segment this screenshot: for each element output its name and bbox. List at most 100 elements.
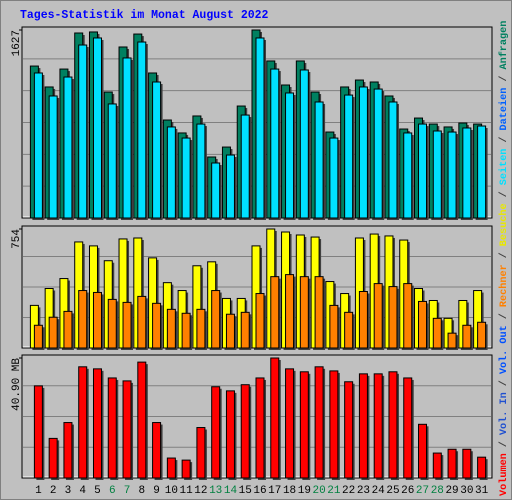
- legend-entry: Vol. In: [498, 392, 510, 435]
- bar: [388, 101, 398, 219]
- legend-separator: /: [498, 191, 510, 197]
- bar: [270, 357, 280, 479]
- bar: [63, 76, 73, 219]
- bar: [240, 311, 250, 349]
- x-tick-label: 18: [283, 485, 296, 497]
- y-tick-label: 40.90 MB: [11, 358, 23, 411]
- bar: [78, 290, 88, 349]
- x-tick-label: 22: [342, 485, 355, 497]
- bar: [48, 437, 58, 479]
- x-tick-label: 29: [445, 485, 458, 497]
- bar: [122, 380, 132, 479]
- x-tick-label: 26: [401, 485, 414, 497]
- bar: [358, 86, 368, 219]
- x-tick-label: 12: [194, 485, 207, 497]
- bar: [122, 301, 132, 349]
- bar: [418, 423, 428, 479]
- bar: [107, 377, 117, 479]
- bar: [211, 386, 221, 479]
- bar: [225, 154, 235, 219]
- x-tick-label: 5: [94, 485, 101, 497]
- x-tick-label: 21: [327, 485, 341, 497]
- x-tick-label: 9: [153, 485, 160, 497]
- bar: [48, 95, 58, 219]
- side-legend: Volumen / Vol. In / Vol. Out / Rechner / Besuche…: [498, 21, 510, 496]
- bar: [329, 137, 339, 219]
- bar: [447, 332, 457, 349]
- bar: [137, 41, 147, 219]
- x-tick-label: 3: [65, 485, 72, 497]
- x-tick-label: 25: [386, 485, 399, 497]
- bar: [432, 317, 442, 349]
- x-tick-label: 1: [35, 485, 42, 497]
- x-tick-label: 23: [357, 485, 370, 497]
- bar: [33, 385, 43, 479]
- bar: [166, 126, 176, 219]
- legend-separator: /: [498, 252, 510, 258]
- bar: [418, 123, 428, 219]
- chart-title: Tages-Statistik im Monat August 2022: [20, 9, 269, 22]
- bar: [211, 162, 221, 219]
- x-tick-label: 15: [239, 485, 252, 497]
- x-tick-label: 13: [209, 485, 222, 497]
- bar: [344, 94, 354, 219]
- bar: [255, 37, 265, 219]
- bar: [122, 57, 132, 219]
- bar: [240, 114, 250, 219]
- bar: [314, 366, 324, 479]
- bar: [329, 370, 339, 479]
- bar: [166, 308, 176, 349]
- bar: [33, 324, 43, 349]
- bar: [92, 368, 102, 479]
- bar: [462, 127, 472, 219]
- bar: [418, 300, 428, 349]
- bar: [181, 312, 191, 349]
- bar: [107, 103, 117, 219]
- bar: [373, 283, 383, 349]
- bar: [388, 286, 398, 349]
- bar: [358, 373, 368, 479]
- bar: [299, 371, 309, 479]
- bar: [152, 302, 162, 349]
- bar: [373, 373, 383, 479]
- legend-entry: Rechner: [498, 264, 510, 307]
- bar: [48, 316, 58, 349]
- bar: [432, 452, 442, 479]
- x-tick-label: 17: [268, 485, 281, 497]
- bar: [255, 377, 265, 479]
- legend-separator: /: [498, 76, 510, 82]
- bar: [285, 274, 295, 349]
- bar: [447, 131, 457, 219]
- x-tick-label: 20: [312, 485, 325, 497]
- legend-entry: Besuche: [498, 203, 510, 246]
- x-tick-label: 27: [416, 485, 429, 497]
- bar: [344, 311, 354, 349]
- x-tick-label: 31: [475, 485, 489, 497]
- bar: [329, 304, 339, 349]
- bar: [462, 324, 472, 349]
- x-tick-label: 10: [165, 485, 178, 497]
- bar: [270, 276, 280, 349]
- x-tick-label: 30: [460, 485, 473, 497]
- bar: [181, 459, 191, 479]
- bar: [285, 368, 295, 479]
- bar: [92, 291, 102, 349]
- x-tick-label: 11: [180, 485, 194, 497]
- bar: [358, 290, 368, 349]
- bar: [403, 132, 413, 219]
- x-tick-label: 28: [431, 485, 444, 497]
- bar: [63, 422, 73, 479]
- legend-entry: Dateien: [498, 88, 510, 131]
- bar: [270, 68, 280, 219]
- bar: [33, 72, 43, 219]
- x-tick-label: 4: [79, 485, 86, 497]
- bar: [78, 44, 88, 219]
- x-tick-label: 7: [124, 485, 131, 497]
- legend-entry: Vol. Out: [498, 325, 510, 374]
- bar: [477, 321, 487, 349]
- bar: [477, 456, 487, 479]
- bar: [299, 276, 309, 349]
- bar: [255, 293, 265, 349]
- bar: [137, 361, 147, 479]
- bar: [63, 310, 73, 349]
